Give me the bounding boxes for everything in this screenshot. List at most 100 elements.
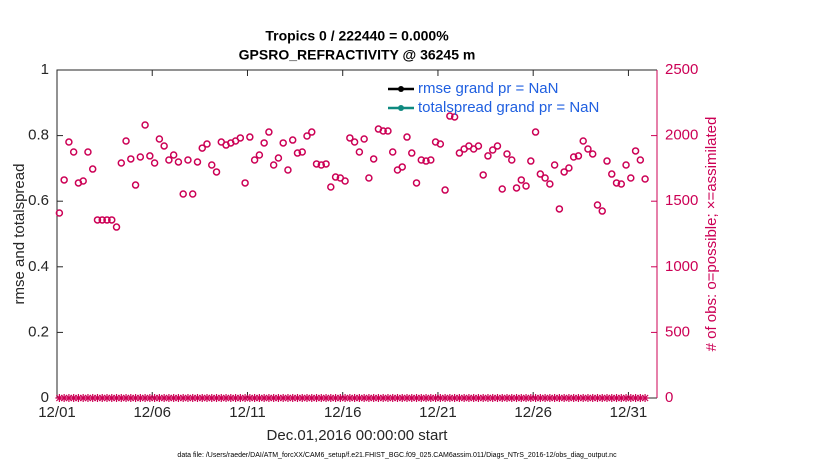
obs-possible-marker [155, 135, 164, 143]
obs-possible-marker [441, 186, 449, 194]
obs-possible-marker [198, 144, 206, 152]
chart-title: Tropics 0 / 222440 = 0.000% [265, 28, 449, 44]
obs-possible-marker [98, 216, 106, 224]
obs-assimilated-marker [441, 394, 450, 402]
obs-assimilated-marker [336, 394, 345, 402]
y2-tick-label: 0 [665, 389, 673, 406]
obs-possible-marker [422, 157, 430, 165]
obs-possible-marker [184, 156, 192, 164]
x-tick-label: 12/21 [419, 404, 457, 421]
obs-possible-marker [146, 152, 154, 160]
obs-assimilated-marker [274, 394, 283, 402]
obs-possible-marker [479, 171, 487, 179]
obs-possible-marker [412, 179, 421, 187]
obs-possible-marker [450, 113, 459, 121]
obs-assimilated-marker [203, 394, 211, 402]
obs-assimilated-marker [231, 394, 240, 402]
obs-assimilated-marker [603, 394, 611, 402]
obs-assimilated-marker [388, 394, 397, 402]
obs-assimilated-marker [179, 394, 188, 402]
obs-possible-marker [493, 142, 502, 150]
obs-possible-marker [274, 154, 283, 162]
obs-possible-marker [260, 139, 268, 147]
obs-assimilated-marker [479, 394, 488, 402]
obs-assimilated-marker [455, 394, 464, 402]
obs-possible-marker [303, 132, 311, 140]
obs-possible-marker [550, 161, 559, 169]
obs-assimilated-marker [612, 394, 621, 402]
obs-assimilated-marker [331, 394, 340, 402]
obs-possible-marker [455, 149, 464, 157]
obs-assimilated-marker [312, 394, 321, 402]
obs-possible-marker [255, 151, 264, 159]
obs-assimilated-marker [236, 394, 245, 402]
obs-assimilated-marker [422, 394, 431, 402]
footnote: data file: /Users/raeder/DAI/ATM_forcXX/… [177, 452, 617, 459]
obs-assimilated-marker [550, 394, 559, 402]
obs-possible-marker [284, 166, 292, 174]
obs-possible-marker [631, 147, 640, 155]
obs-possible-marker [531, 128, 540, 136]
obs-assimilated-marker [183, 394, 192, 402]
obs-assimilated-marker [88, 394, 97, 402]
obs-assimilated-marker [345, 394, 354, 402]
obs-possible-marker [141, 121, 149, 129]
y-tick-label: 0 [41, 389, 49, 406]
obs-possible-marker [331, 173, 340, 181]
obs-assimilated-marker [136, 394, 145, 402]
obs-possible-marker [536, 170, 545, 178]
obs-assimilated-marker [112, 394, 121, 402]
x-tick-label: 12/26 [514, 404, 552, 421]
obs-assimilated-marker [626, 394, 635, 402]
obs-possible-marker [350, 138, 359, 146]
obs-possible-marker [265, 128, 273, 136]
obs-possible-marker [308, 128, 316, 136]
obs-possible-marker [246, 133, 254, 141]
y2-tick-label: 500 [665, 323, 690, 340]
obs-assimilated-marker [317, 394, 326, 402]
obs-assimilated-marker [303, 394, 311, 402]
obs-assimilated-marker [379, 394, 388, 402]
obs-possible-marker [546, 180, 554, 188]
obs-assimilated-marker [474, 394, 483, 402]
y2-tick-label: 2000 [665, 127, 698, 144]
obs-assimilated-marker [355, 394, 364, 402]
obs-possible-marker [427, 156, 435, 164]
obs-assimilated-marker [498, 394, 507, 402]
obs-possible-marker [398, 163, 406, 171]
obs-assimilated-marker [141, 394, 150, 402]
obs-assimilated-marker [207, 394, 216, 402]
x-tick-label: 12/11 [229, 404, 265, 421]
obs-assimilated-marker [517, 394, 526, 402]
obs-assimilated-marker [117, 394, 126, 402]
obs-assimilated-marker [245, 394, 254, 402]
obs-possible-marker [88, 165, 97, 173]
obs-possible-marker [560, 168, 568, 176]
obs-assimilated-marker [512, 394, 521, 402]
obs-assimilated-marker [383, 394, 392, 402]
obs-possible-marker [288, 136, 297, 144]
obs-assimilated-marker [264, 394, 273, 402]
obs-possible-marker [355, 148, 364, 156]
obs-possible-marker [346, 134, 354, 142]
obs-possible-marker [484, 152, 492, 160]
obs-assimilated-marker [326, 394, 335, 402]
obs-possible-marker [584, 145, 592, 153]
obs-possible-marker [569, 153, 578, 161]
obs-assimilated-marker [188, 394, 197, 402]
obs-possible-marker [212, 168, 221, 176]
obs-assimilated-marker [426, 394, 435, 402]
obs-possible-marker [627, 174, 635, 182]
obs-possible-marker [293, 149, 302, 157]
obs-assimilated-marker [150, 394, 159, 402]
y2-axis-label: # of obs: o=possible; ×=assimilated [703, 117, 720, 352]
x-tick-label: 12/06 [133, 404, 171, 421]
obs-possible-marker [488, 146, 497, 154]
obs-assimilated-marker [255, 394, 264, 402]
obs-assimilated-marker [193, 394, 202, 402]
obs-possible-marker [388, 148, 397, 156]
obs-possible-marker [555, 205, 564, 213]
obs-possible-marker [179, 190, 187, 198]
obs-possible-marker [203, 140, 211, 148]
obs-assimilated-marker [593, 394, 602, 402]
